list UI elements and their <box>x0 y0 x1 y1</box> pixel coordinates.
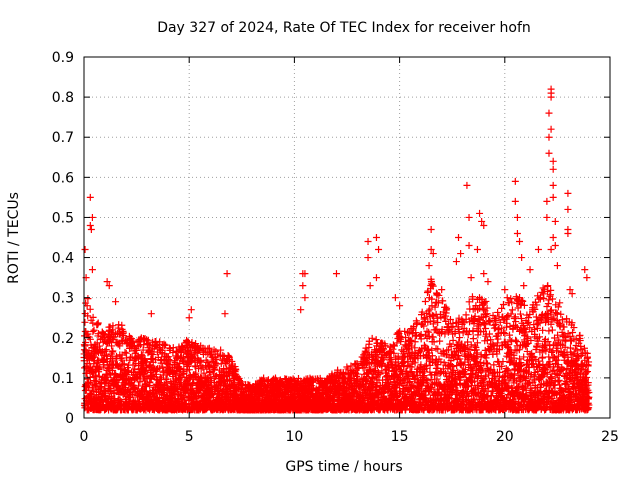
data-point <box>116 362 124 370</box>
data-point <box>81 318 89 326</box>
data-point <box>119 332 127 340</box>
data-point <box>155 364 163 372</box>
data-point <box>200 369 208 377</box>
data-point <box>117 355 125 363</box>
data-point <box>144 336 152 344</box>
data-point <box>171 358 179 366</box>
data-point <box>148 355 156 363</box>
data-point <box>433 290 441 298</box>
data-point <box>436 337 444 345</box>
data-point <box>89 313 97 321</box>
data-point <box>82 338 90 346</box>
data-point <box>185 366 193 374</box>
data-point <box>81 342 89 350</box>
data-point <box>162 375 170 383</box>
data-point <box>109 347 117 355</box>
data-point <box>121 348 129 356</box>
data-point <box>434 318 442 326</box>
data-point <box>204 361 212 369</box>
data-point <box>498 304 506 312</box>
data-point <box>100 334 108 342</box>
data-point <box>129 338 137 346</box>
data-point <box>429 333 437 341</box>
data-point <box>132 346 140 354</box>
data-point <box>109 322 117 330</box>
data-point <box>99 330 107 338</box>
data-point <box>421 297 429 305</box>
data-point <box>115 321 123 329</box>
data-point <box>100 358 108 366</box>
data-points <box>80 85 593 414</box>
data-point <box>115 384 123 392</box>
data-point <box>142 383 150 391</box>
data-point <box>456 334 464 342</box>
data-point <box>184 362 192 370</box>
data-point <box>192 340 200 348</box>
data-point <box>86 305 94 313</box>
data-point <box>162 341 170 349</box>
data-point <box>141 355 149 363</box>
data-point <box>428 281 436 289</box>
data-point <box>116 342 124 350</box>
data-point <box>499 358 507 366</box>
data-point <box>109 355 117 363</box>
data-point <box>93 377 101 385</box>
data-point <box>97 348 105 356</box>
data-point <box>95 372 103 380</box>
data-point <box>101 347 109 355</box>
data-point <box>89 328 97 336</box>
data-point <box>111 370 119 378</box>
data-point <box>108 342 116 350</box>
data-point <box>134 382 142 390</box>
data-point <box>166 345 174 353</box>
data-point <box>146 378 154 386</box>
data-point <box>469 335 477 343</box>
data-point <box>149 351 157 359</box>
data-point <box>361 347 369 355</box>
data-point <box>114 340 122 348</box>
data-point <box>94 319 102 327</box>
data-point <box>84 330 92 338</box>
data-point <box>113 376 121 384</box>
data-point <box>206 368 214 376</box>
data-point <box>84 295 92 303</box>
data-point <box>84 312 92 320</box>
data-point <box>165 356 173 364</box>
data-point <box>140 341 148 349</box>
data-point <box>372 336 380 344</box>
data-point <box>95 342 103 350</box>
data-point <box>90 326 98 334</box>
data-point <box>483 360 491 368</box>
data-point <box>139 346 147 354</box>
data-point <box>119 360 127 368</box>
